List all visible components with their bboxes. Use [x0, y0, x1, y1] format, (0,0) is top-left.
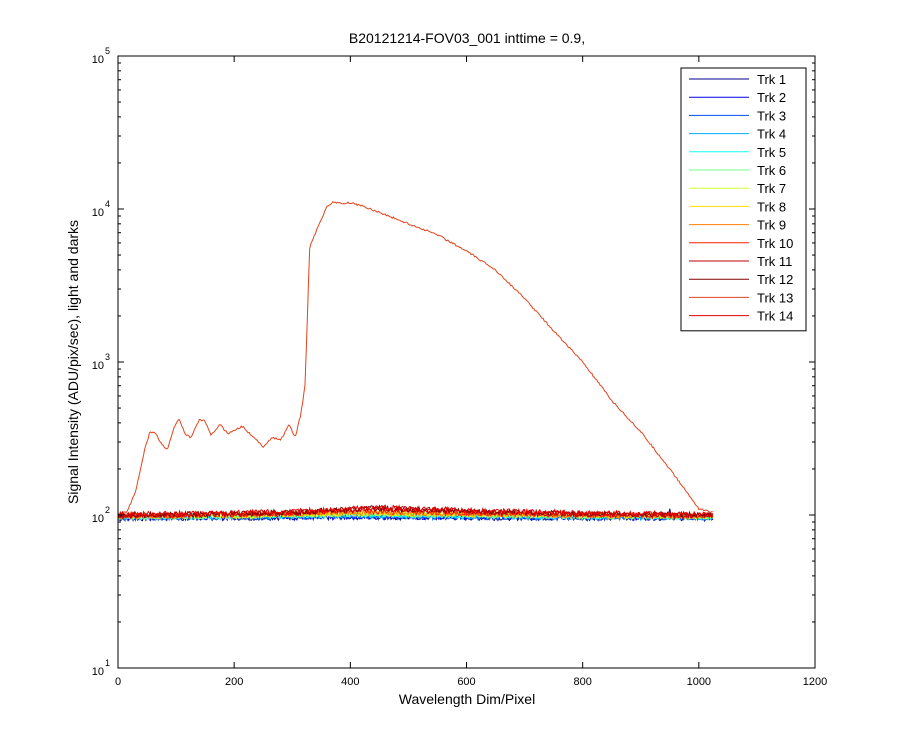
y-tick-label: 10	[92, 207, 104, 219]
y-tick-exponent: 4	[105, 199, 110, 209]
y-tick-label: 10	[92, 513, 104, 525]
legend-entry: Trk 1	[757, 72, 786, 87]
legend-entry: Trk 9	[757, 218, 786, 233]
legend-entry: Trk 6	[757, 163, 786, 178]
y-tick-exponent: 3	[105, 352, 110, 362]
x-tick-label: 0	[115, 676, 121, 688]
x-axis: 0 200 400 600 800 1000 1200	[115, 56, 827, 688]
legend-entry: Trk 8	[757, 199, 786, 214]
legend-entry: Trk 3	[757, 108, 786, 123]
x-tick-label: 400	[341, 676, 359, 688]
y-tick-exponent: 1	[105, 658, 110, 668]
legend-entry: Trk 11	[757, 254, 792, 269]
x-tick-label: 1200	[803, 676, 827, 688]
x-tick-label: 200	[225, 676, 243, 688]
legend-entry: Trk 7	[757, 181, 786, 196]
y-tick-exponent: 2	[105, 505, 110, 515]
chart-title: B20121214-FOV03_001 inttime = 0.9,	[349, 30, 585, 46]
legend: Trk 1 Trk 2 Trk 3 Trk 4 Trk 5 Trk 6 Trk 7 Trk 8…	[680, 67, 807, 332]
legend-entry: Trk 12	[757, 272, 793, 287]
series-line-13	[118, 201, 713, 516]
legend-entry: Trk 10	[757, 236, 793, 251]
legend-entry: Trk 13	[757, 290, 793, 305]
legend-entry: Trk 2	[757, 90, 786, 105]
x-tick-label: 600	[457, 676, 475, 688]
x-tick-label: 800	[573, 676, 591, 688]
series-group	[118, 201, 714, 523]
y-tick-label: 10	[92, 360, 104, 372]
series-line-12	[118, 504, 714, 519]
legend-entry: Trk 5	[757, 145, 786, 160]
x-tick-label: 1000	[687, 676, 711, 688]
series-line-14	[118, 504, 714, 519]
y-tick-label: 10	[92, 54, 104, 66]
y-axis-label: Signal Intensity (ADU/pix/sec), light an…	[65, 220, 81, 504]
x-axis-label: Wavelength Dim/Pixel	[399, 691, 535, 707]
legend-entry: Trk 4	[757, 127, 786, 142]
legend-entry: Trk 14	[757, 309, 793, 324]
legend-box	[680, 67, 807, 332]
y-tick-exponent: 5	[105, 46, 110, 56]
y-tick-label: 10	[92, 666, 104, 678]
